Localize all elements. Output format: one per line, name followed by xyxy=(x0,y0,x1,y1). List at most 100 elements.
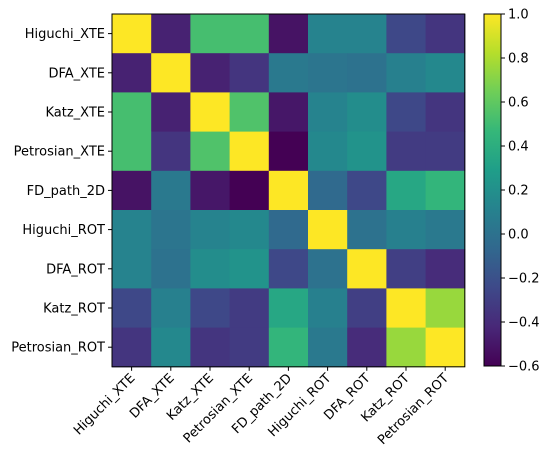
colorbar: 1.0 0.8 0.6 0.4 0.2 0.0 −0.2 −0.4 −0.6 xyxy=(483,8,540,375)
heatmap-cell xyxy=(112,92,152,133)
heatmap-cell xyxy=(151,249,191,289)
colorbar-tick-label: 0.0 xyxy=(508,228,529,243)
heatmap-cell xyxy=(151,14,191,54)
heatmap-cell xyxy=(268,249,309,289)
heatmap-cell xyxy=(386,249,427,289)
heatmap-cell xyxy=(308,131,348,172)
heatmap-cell xyxy=(386,288,427,329)
heatmap-cell xyxy=(112,327,152,368)
heatmap-cell xyxy=(425,131,466,172)
heatmap-cell xyxy=(229,327,270,368)
heatmap-cell xyxy=(190,288,231,329)
heatmap-cell xyxy=(347,14,387,54)
x-tick-label: Petrosian_XTE xyxy=(181,371,256,446)
colorbar-tick-label: 0.2 xyxy=(508,184,529,199)
heatmap-cell xyxy=(425,92,466,133)
heatmap-cell xyxy=(151,288,191,329)
heatmap-cell xyxy=(190,327,231,368)
y-tick-label: DFA_XTE xyxy=(48,66,105,81)
heatmap-cell xyxy=(229,131,270,172)
heatmap-cell xyxy=(308,288,348,329)
heatmap-cell xyxy=(347,288,387,329)
x-tick-label: Higuchi_XTE xyxy=(71,371,138,438)
colorbar-tick-label: 1.0 xyxy=(508,8,529,23)
x-tick-label: Petrosian_ROT xyxy=(375,371,452,448)
colorbar-tick-label: 0.4 xyxy=(508,140,529,155)
heatmap-cell xyxy=(112,14,152,54)
heatmap-cell xyxy=(229,92,270,133)
heatmap-cell xyxy=(308,92,348,133)
heatmap-cell xyxy=(386,170,427,211)
heatmap-cell xyxy=(268,288,309,329)
y-tick-label: Petrosian_XTE xyxy=(14,145,105,160)
colorbar-tick-label: 0.8 xyxy=(508,52,529,67)
heatmap-cell xyxy=(190,92,231,133)
colorbar-tick-label: −0.6 xyxy=(508,360,540,375)
heatmap-cell xyxy=(268,92,309,133)
heatmap-cell xyxy=(347,210,387,250)
heatmap-cell xyxy=(268,53,309,93)
heatmap-cell xyxy=(268,210,309,250)
heatmap-cell xyxy=(308,53,348,93)
heatmap-cell xyxy=(229,170,270,211)
heatmap-cell xyxy=(308,249,348,289)
heatmap-cell xyxy=(347,53,387,93)
heatmap-cell xyxy=(190,170,231,211)
heatmap-cell xyxy=(190,53,231,93)
heatmap-cell xyxy=(386,92,427,133)
heatmap-cell xyxy=(151,210,191,250)
heatmap-cell xyxy=(386,14,427,54)
heatmap-cell xyxy=(190,14,231,54)
heatmap-cell xyxy=(425,249,466,289)
heatmap-cell xyxy=(229,53,270,93)
heatmap-cell xyxy=(425,327,466,368)
colorbar-gradient xyxy=(483,13,502,367)
heatmap-cell xyxy=(151,92,191,133)
heatmap-cell xyxy=(229,288,270,329)
heatmap-cell xyxy=(112,53,152,93)
heatmap-cell xyxy=(386,53,427,93)
y-tick-label: Higuchi_XTE xyxy=(25,27,105,42)
heatmap-cell xyxy=(386,210,427,250)
heatmap-cell xyxy=(112,131,152,172)
heatmap-cell xyxy=(229,249,270,289)
colorbar-tick-label: 0.6 xyxy=(508,96,529,111)
heatmap-cell xyxy=(386,327,427,368)
heatmap-cells xyxy=(112,14,466,368)
heatmap-cell xyxy=(347,327,387,368)
heatmap-cell xyxy=(347,170,387,211)
heatmap-cell xyxy=(347,249,387,289)
heatmap-cell xyxy=(425,170,466,211)
y-tick-label: Petrosian_ROT xyxy=(11,341,105,356)
heatmap-cell xyxy=(112,288,152,329)
heatmap-cell xyxy=(190,131,231,172)
heatmap-cell xyxy=(112,249,152,289)
heatmap-cell xyxy=(308,14,348,54)
y-tick-label: Katz_XTE xyxy=(45,106,105,121)
colorbar-tick-label: −0.2 xyxy=(508,272,540,287)
heatmap-cell xyxy=(229,210,270,250)
y-tick-label: Katz_ROT xyxy=(43,302,105,317)
heatmap-cell xyxy=(308,170,348,211)
heatmap-cell xyxy=(268,170,309,211)
heatmap-cell xyxy=(425,53,466,93)
heatmap-cell xyxy=(190,249,231,289)
heatmap-cell xyxy=(308,210,348,250)
heatmap-cell xyxy=(151,53,191,93)
y-axis: Higuchi_XTE DFA_XTE Katz_XTE Petrosian_XTE F… xyxy=(11,27,112,356)
heatmap-cell xyxy=(425,14,466,54)
y-tick-label: FD_path_2D xyxy=(27,184,105,199)
heatmap-cell xyxy=(268,14,309,54)
y-tick-label: DFA_ROT xyxy=(46,262,105,277)
heatmap-cell xyxy=(308,327,348,368)
heatmap-cell xyxy=(268,131,309,172)
y-tick-label: Higuchi_ROT xyxy=(22,223,105,238)
heatmap-cell xyxy=(425,210,466,250)
x-axis: Higuchi_XTEDFA_XTEKatz_XTEPetrosian_XTEF… xyxy=(71,366,452,448)
heatmap-cell xyxy=(229,14,270,54)
heatmap-cell xyxy=(190,210,231,250)
heatmap-cell xyxy=(151,327,191,368)
heatmap-cell xyxy=(151,170,191,211)
heatmap-cell xyxy=(151,131,191,172)
heatmap-cell xyxy=(347,131,387,172)
